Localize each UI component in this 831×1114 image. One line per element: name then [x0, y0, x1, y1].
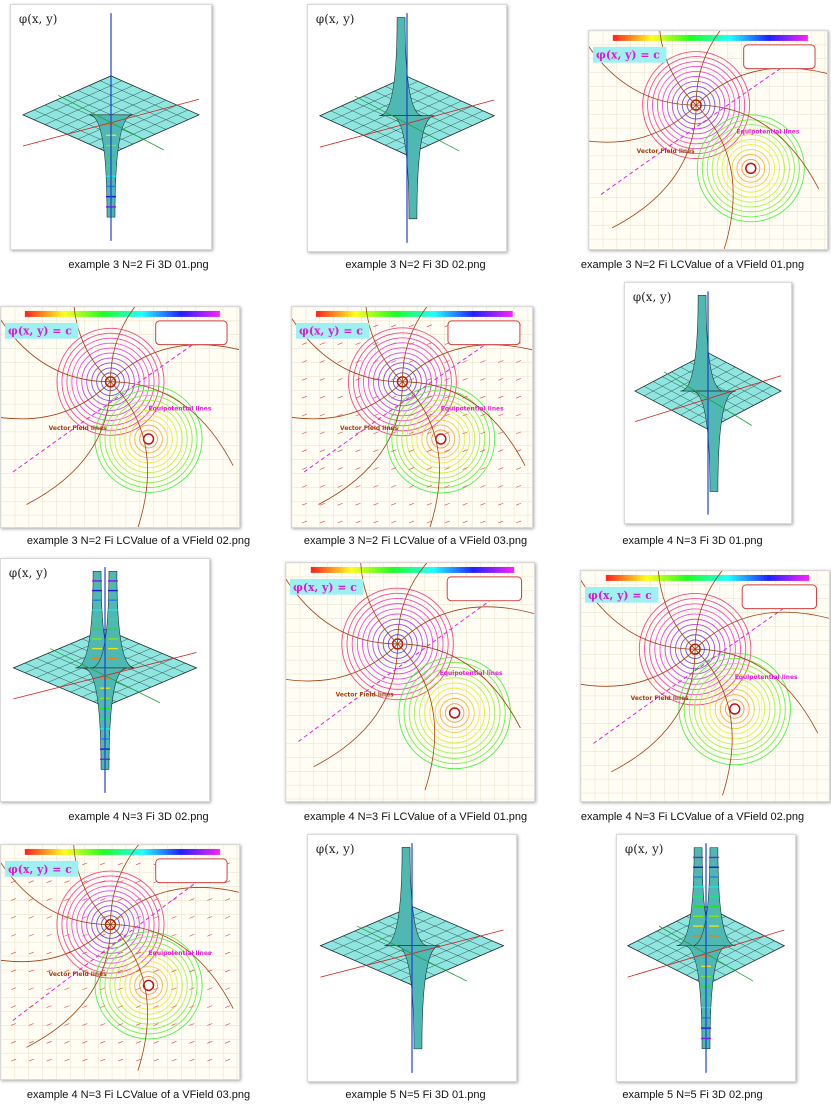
file-tile[interactable]: φ(x, y) = c Equipotential lines Vector Fie… — [0, 830, 277, 1114]
thumbnail-image: φ(x, y) = c Equipotential lines Vector Fie… — [0, 844, 240, 1080]
thumbnail-image: φ(x, y) — [624, 282, 792, 524]
file-name-label: example 3 N=2 Fi LCValue of a VField 03.… — [303, 535, 528, 547]
equipotential-label: Equipotential lines — [440, 670, 503, 677]
thumbnail-image: φ(x, y) = c Equipotential lines Vector Fie… — [291, 306, 533, 528]
file-name-label: example 4 N=3 Fi LCValue of a VField 03.… — [26, 1089, 251, 1101]
file-name-label: example 5 N=5 Fi 3D 01.png — [345, 1089, 486, 1101]
phi-label: φ(x, y) — [19, 12, 58, 26]
thumbnail-image: φ(x, y) — [616, 834, 796, 1082]
file-tile[interactable]: φ(x, y) example 3 N=2 Fi 3D 02.png — [277, 0, 554, 280]
phi-equation-label: φ(x, y) = c — [596, 49, 660, 62]
equipotential-label: Equipotential lines — [149, 405, 212, 412]
thumbnail-image: φ(x, y) — [10, 4, 212, 250]
file-tile[interactable]: φ(x, y) example 5 N=5 Fi 3D 02.png — [554, 830, 831, 1114]
thumbnail-graphic: φ(x, y) — [633, 290, 782, 515]
phi-label: φ(x, y) — [625, 842, 664, 856]
vector-field-label: Vector Field lines — [637, 148, 696, 155]
file-tile[interactable]: φ(x, y) example 5 N=5 Fi 3D 01.png — [277, 830, 554, 1114]
equipotential-label: Equipotential lines — [441, 405, 504, 412]
thumbnail-image: φ(x, y) — [307, 4, 507, 252]
file-name-label: example 4 N=3 Fi LCValue of a VField 02.… — [580, 811, 805, 823]
thumbnail-graphic: φ(x, y) = c Equipotential lines Vector Fie… — [1, 845, 239, 1079]
file-tile[interactable]: φ(x, y) example 4 N=3 Fi 3D 02.png — [0, 554, 277, 830]
vector-field-label: Vector Field lines — [340, 425, 399, 432]
phi-equation-label: φ(x, y) = c — [293, 581, 357, 594]
thumbnail-graphic: φ(x, y) — [19, 12, 200, 241]
thumbnail-graphic: φ(x, y) — [316, 842, 505, 1073]
thumbnail-image: φ(x, y) — [307, 834, 517, 1082]
thumbnail-graphic: φ(x, y) = c Equipotential lines Vector Fie… — [581, 571, 829, 801]
file-name-label: example 4 N=3 Fi 3D 01.png — [622, 535, 763, 547]
phi-label: φ(x, y) — [316, 842, 355, 856]
vector-field-label: Vector Field lines — [49, 425, 108, 432]
vector-field-label: Vector Field lines — [336, 691, 395, 698]
thumbnail-image: φ(x, y) = c Equipotential lines Vector Fie… — [0, 306, 240, 528]
equipotential-label: Equipotential lines — [737, 128, 800, 135]
file-name-label: example 3 N=2 Fi 3D 01.png — [68, 259, 209, 271]
thumbnail-graphic: φ(x, y) — [9, 566, 198, 793]
thumbnail-image: φ(x, y) = c Equipotential lines Vector Fie… — [285, 562, 535, 802]
phi-label: φ(x, y) — [633, 290, 671, 304]
phi-label: φ(x, y) — [9, 566, 48, 580]
file-name-label: example 3 N=2 Fi LCValue of a VField 02.… — [26, 535, 251, 547]
thumbnail-image: φ(x, y) — [0, 558, 210, 802]
thumbnail-image: φ(x, y) = c Equipotential lines Vector Fie… — [588, 30, 828, 250]
file-tile[interactable]: φ(x, y) = c Equipotential lines Vector Fie… — [554, 0, 831, 280]
file-tile[interactable]: φ(x, y) example 4 N=3 Fi 3D 01.png — [554, 280, 831, 554]
file-name-label: example 5 N=5 Fi 3D 02.png — [622, 1089, 763, 1101]
phi-equation-label: φ(x, y) = c — [299, 325, 363, 338]
vector-field-label: Vector Field lines — [49, 971, 108, 978]
phi-equation-label: φ(x, y) = c — [588, 589, 652, 602]
thumbnail-graphic: φ(x, y) — [625, 842, 786, 1073]
thumbnail-graphic: φ(x, y) = c Equipotential lines Vector Fie… — [286, 563, 534, 801]
file-name-label: example 4 N=3 Fi 3D 02.png — [68, 811, 209, 823]
thumbnail-graphic: φ(x, y) — [316, 12, 496, 243]
file-tile[interactable]: φ(x, y) = c Equipotential lines Vector Fie… — [277, 554, 554, 830]
vector-field-label: Vector Field lines — [631, 695, 690, 702]
equipotential-label: Equipotential lines — [149, 950, 212, 957]
file-name-label: example 3 N=2 Fi LCValue of a VField 01.… — [580, 259, 805, 271]
phi-equation-label: φ(x, y) = c — [8, 863, 72, 876]
equipotential-label: Equipotential lines — [735, 674, 798, 681]
thumbnail-image: φ(x, y) = c Equipotential lines Vector Fie… — [580, 570, 830, 802]
thumbnail-graphic: φ(x, y) = c Equipotential lines Vector Fie… — [1, 307, 239, 527]
thumbnail-graphic: φ(x, y) = c Equipotential lines Vector Fie… — [589, 31, 827, 249]
file-tile[interactable]: φ(x, y) = c Equipotential lines Vector Fie… — [0, 302, 277, 554]
phi-equation-label: φ(x, y) = c — [8, 325, 72, 338]
file-name-label: example 3 N=2 Fi 3D 02.png — [345, 259, 486, 271]
file-tile[interactable]: φ(x, y) = c Equipotential lines Vector Fie… — [277, 302, 554, 554]
thumbnail-graphic: φ(x, y) = c Equipotential lines Vector Fie… — [292, 307, 532, 527]
file-tile[interactable]: φ(x, y) example 3 N=2 Fi 3D 01.png — [0, 0, 277, 280]
file-tile[interactable]: φ(x, y) = c Equipotential lines Vector Fie… — [554, 554, 831, 830]
phi-label: φ(x, y) — [316, 12, 355, 26]
file-name-label: example 4 N=3 Fi LCValue of a VField 01.… — [303, 811, 528, 823]
